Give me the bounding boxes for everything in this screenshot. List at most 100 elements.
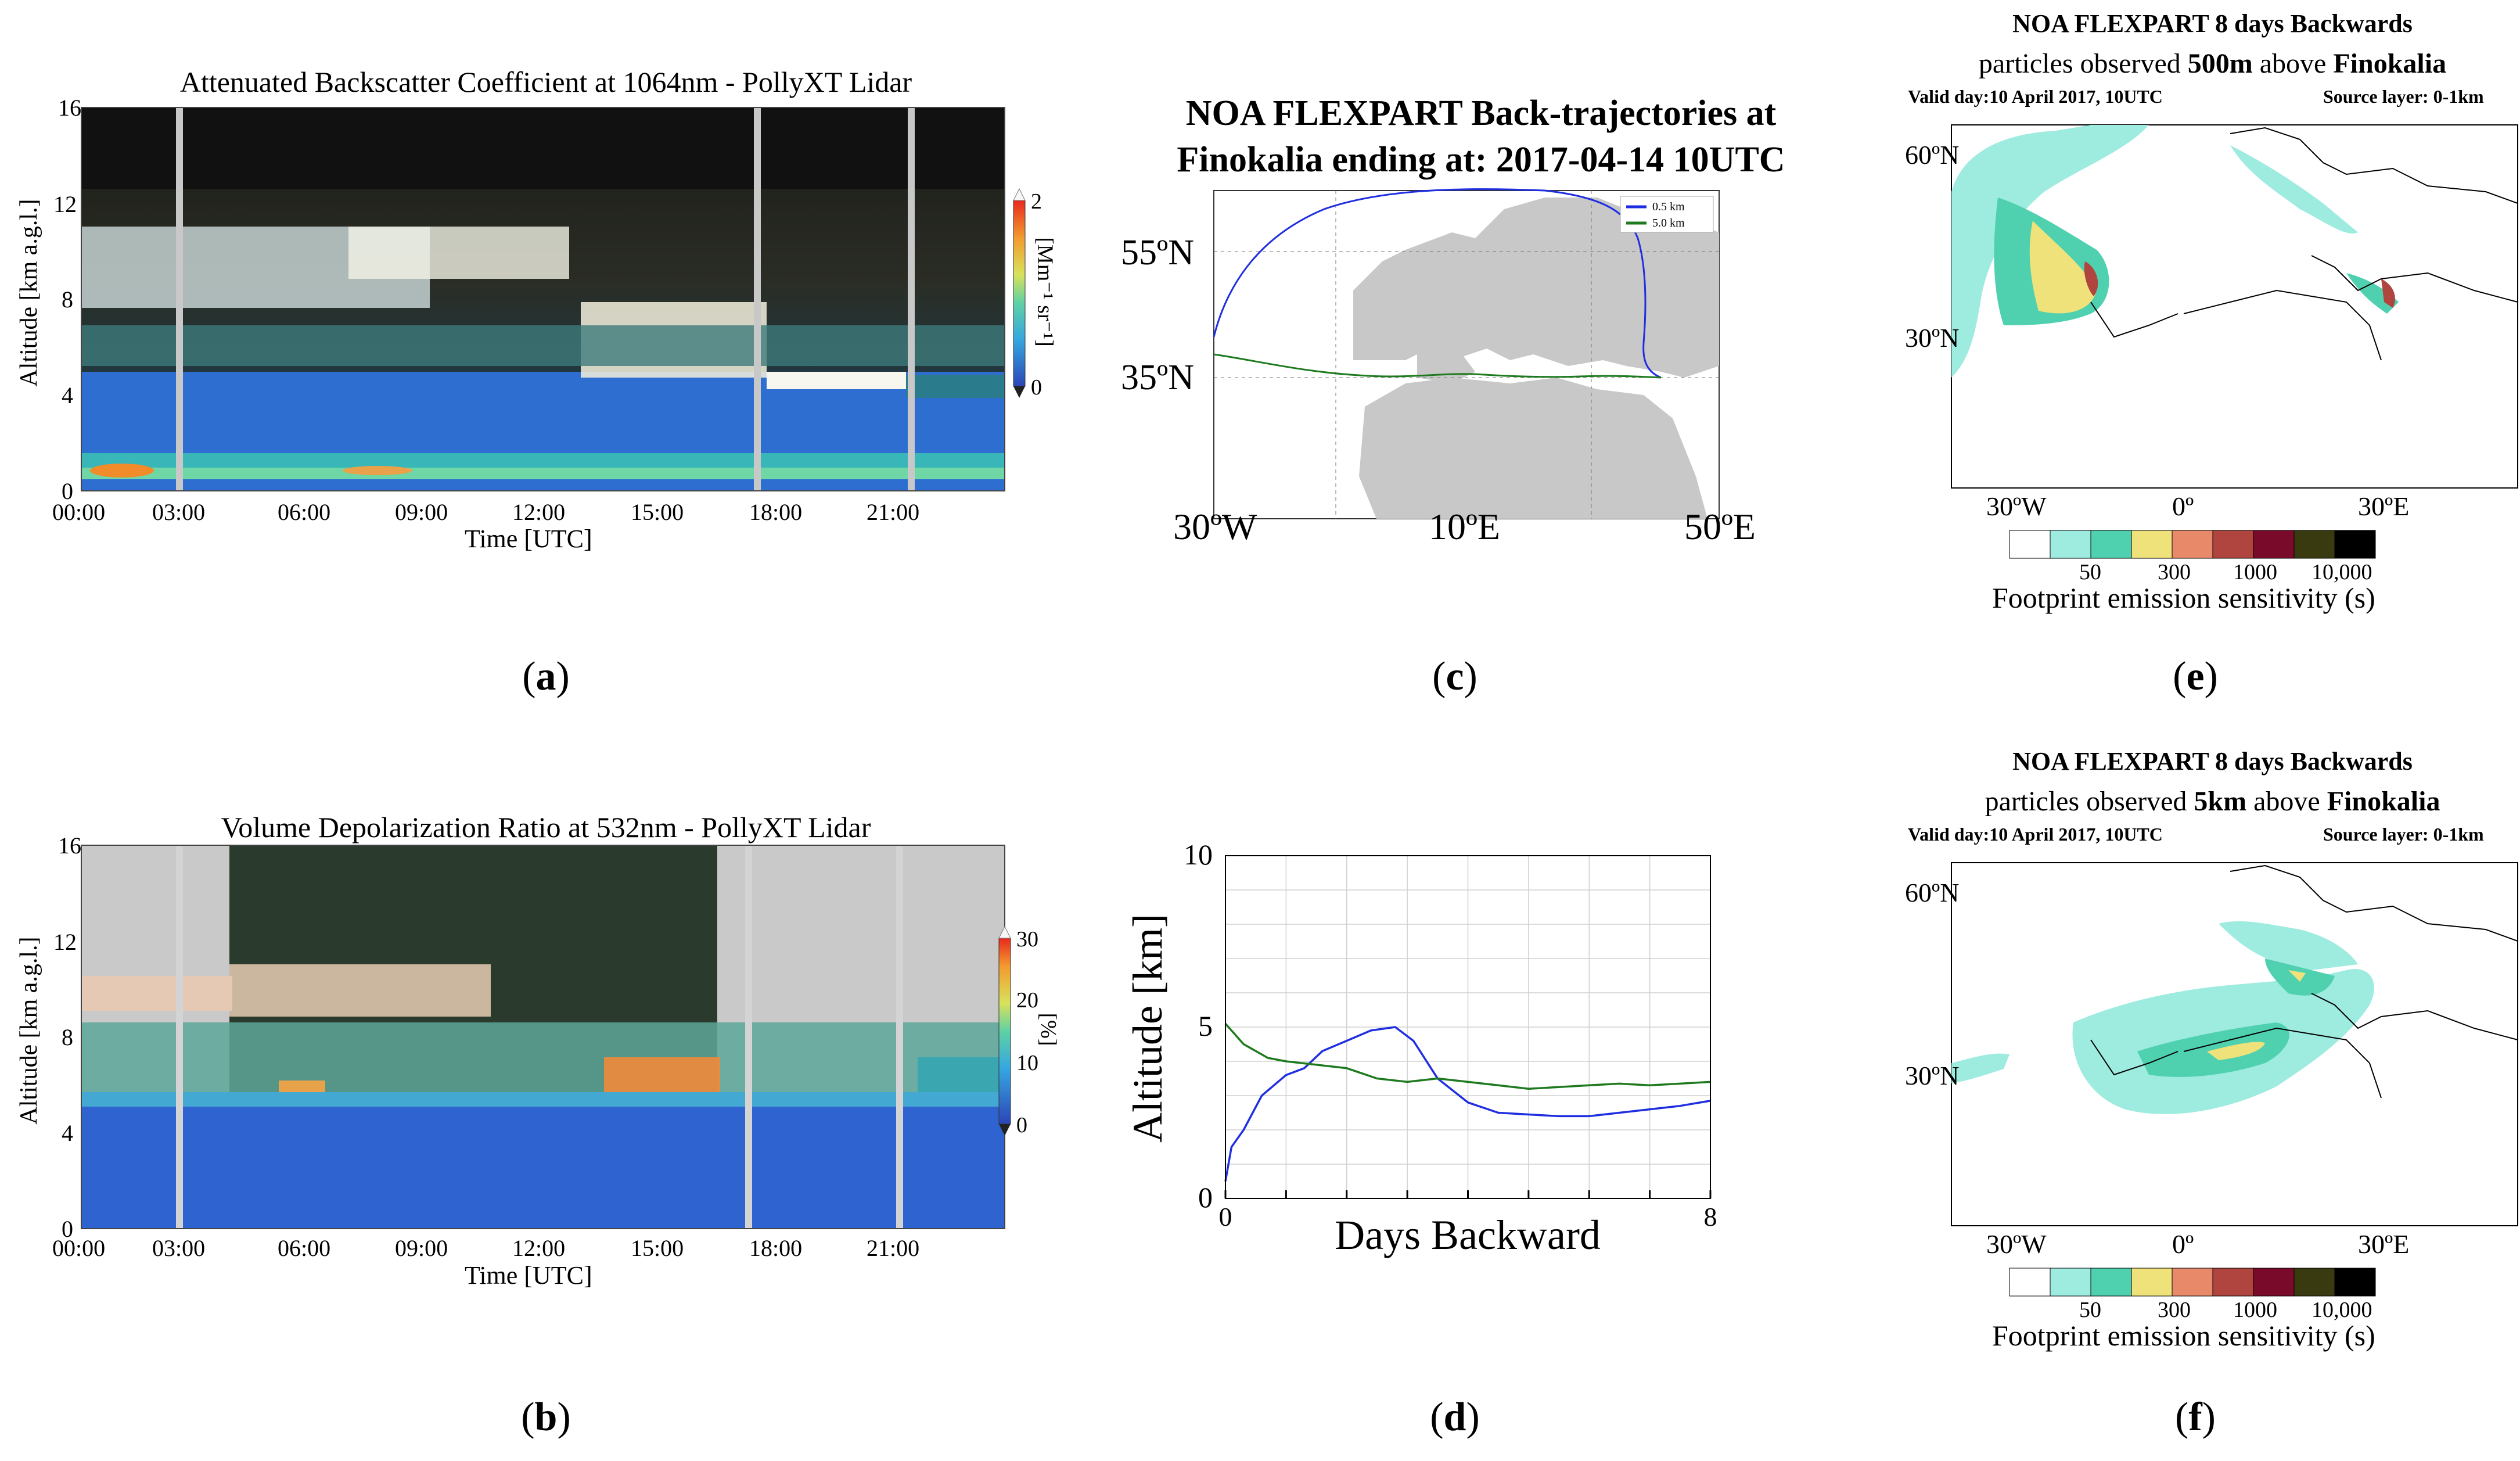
series-line-5.0km bbox=[1224, 1022, 1711, 1090]
scale-bin bbox=[2009, 1268, 2051, 1297]
panel-f: NOA FLEXPART 8 days Backwards particles … bbox=[1905, 738, 2520, 1377]
lat-label: 55ºN bbox=[1121, 233, 1194, 272]
colorbar-b bbox=[998, 938, 1011, 1125]
chart-frame bbox=[1225, 855, 1711, 1199]
scale-bin bbox=[2293, 530, 2335, 559]
x-tick: 09:00 bbox=[395, 499, 448, 525]
chart-ytick-label: 5 bbox=[1198, 1010, 1213, 1042]
footprint-scale-f bbox=[2009, 1268, 2376, 1297]
panel-label-e: (e) bbox=[2173, 654, 2218, 699]
footprint-scale-e bbox=[2009, 530, 2376, 559]
scale-tick: 1000 bbox=[2233, 560, 2277, 584]
lon-label: 30ºW bbox=[1986, 491, 2047, 521]
lon-label: 30ºW bbox=[1986, 1229, 2047, 1259]
x-tick: 15:00 bbox=[631, 1235, 684, 1261]
scale-bin bbox=[2334, 530, 2376, 559]
y-axis-label: Altitude [km a.g.l.] bbox=[16, 936, 42, 1125]
scale-tick: 50 bbox=[2079, 1298, 2101, 1322]
colorbar-label: [Mm⁻¹ sr⁻¹] bbox=[1033, 237, 1058, 347]
scale-tick: 10,000 bbox=[2312, 560, 2372, 584]
lon-label: 30ºE bbox=[2358, 491, 2410, 521]
x-tick: 21:00 bbox=[867, 499, 920, 525]
legend-label: 5.0 km bbox=[1652, 217, 1685, 229]
gap-bar bbox=[176, 845, 183, 1229]
chart-ytick-label: 10 bbox=[1184, 838, 1213, 871]
colorbar-tick: 10 bbox=[1016, 1051, 1038, 1075]
land-scandinavia bbox=[1545, 198, 1586, 261]
x-tick: 18:00 bbox=[749, 1235, 803, 1261]
chart-ylabel: Altitude [km] bbox=[1124, 914, 1171, 1143]
scale-title: Footprint emission sensitivity (s) bbox=[1992, 1319, 2375, 1352]
colorbar-tick: 20 bbox=[1016, 988, 1038, 1013]
footprint-map-f bbox=[1951, 862, 2518, 1226]
lon-label: 30ºE bbox=[2358, 1229, 2410, 1259]
series-line-0.5km bbox=[1224, 1026, 1711, 1182]
panel-c-title-2: Finokalia ending at: 2017-04-14 10UTC bbox=[1177, 140, 1785, 180]
lat-label: 30ºN bbox=[1905, 1061, 1960, 1090]
colorbar-label: [%] bbox=[1036, 1013, 1061, 1046]
scale-bin bbox=[2090, 530, 2132, 559]
panel-e-title-2: particles observed 500m above Finokalia bbox=[1978, 48, 2447, 79]
chart-ytick-label: 0 bbox=[1198, 1181, 1213, 1214]
x-tick: 06:00 bbox=[278, 1235, 331, 1261]
scale-bin bbox=[2009, 530, 2051, 559]
panel-e: NOA FLEXPART 8 days Backwards particles … bbox=[1905, 0, 2520, 639]
x-tick: 21:00 bbox=[867, 1235, 920, 1261]
lon-label: 10ºE bbox=[1429, 506, 1500, 547]
y-tick: 8 bbox=[62, 286, 73, 313]
panel-label-c: (c) bbox=[1432, 654, 1478, 699]
lat-label: 60ºN bbox=[1905, 878, 1960, 907]
colorbar-tick: 30 bbox=[1016, 927, 1038, 952]
lon-label: 0º bbox=[2172, 1229, 2194, 1259]
panel-label-b: (b) bbox=[521, 1395, 571, 1440]
x-tick: 03:00 bbox=[152, 1235, 206, 1261]
y-tick: 16 bbox=[58, 832, 81, 859]
trajectory-5km bbox=[1213, 353, 1662, 379]
panel-a-title: Attenuated Backscatter Coefficient at 10… bbox=[179, 66, 912, 98]
lat-label: 60ºN bbox=[1905, 140, 1960, 170]
chart-xtick-label: 0 bbox=[1219, 1202, 1232, 1232]
scale-bin bbox=[2131, 1268, 2173, 1297]
y-tick: 12 bbox=[53, 191, 77, 217]
legend-label: 0.5 km bbox=[1652, 200, 1685, 213]
x-tick: 15:00 bbox=[631, 499, 684, 525]
panel-f-title-2: particles observed 5km above Finokalia bbox=[1985, 786, 2440, 817]
lon-label: 50ºE bbox=[1684, 506, 1756, 547]
panel-c-title-1: NOA FLEXPART Back-trajectories at bbox=[1185, 94, 1777, 133]
y-tick: 8 bbox=[62, 1024, 73, 1050]
gap-bar bbox=[754, 107, 761, 491]
panel-e-title-1: NOA FLEXPART 8 days Backwards bbox=[2012, 9, 2413, 38]
scale-bin bbox=[2090, 1268, 2132, 1297]
scale-title: Footprint emission sensitivity (s) bbox=[1992, 581, 2375, 614]
y-tick: 4 bbox=[62, 382, 73, 408]
x-axis-label: Time [UTC] bbox=[465, 525, 592, 553]
panel-b: Volume Depolarization Ratio at 532nm - P… bbox=[0, 802, 1061, 1383]
scale-bin bbox=[2253, 530, 2295, 559]
scale-tick: 300 bbox=[2158, 560, 2191, 584]
gap-bar bbox=[176, 107, 183, 491]
panel-label-f: (f) bbox=[2175, 1395, 2216, 1440]
x-tick: 18:00 bbox=[749, 499, 803, 525]
x-tick: 03:00 bbox=[152, 499, 206, 525]
panel-a: Attenuated Backscatter Coefficient at 10… bbox=[0, 0, 1058, 581]
scale-bin bbox=[2131, 530, 2173, 559]
x-axis-label: Time [UTC] bbox=[465, 1261, 592, 1290]
legend-box bbox=[1620, 196, 1714, 233]
panel-d: Days Backward Altitude [km] 0 8 0 5 10 bbox=[1103, 802, 1858, 1324]
scale-bin bbox=[2334, 1268, 2376, 1297]
scale-tick: 300 bbox=[2158, 1298, 2191, 1322]
land-africa bbox=[1359, 378, 1707, 519]
y-tick: 0 bbox=[62, 478, 73, 504]
altitude-chart: Days Backward Altitude [km] 0 8 0 5 10 bbox=[1124, 838, 1717, 1258]
panel-label-d: (d) bbox=[1430, 1395, 1480, 1440]
lon-label: 30ºW bbox=[1173, 506, 1257, 547]
panel-e-subtitle-left: Valid day:10 April 2017, 10UTC bbox=[1908, 86, 2163, 107]
scale-tick: 10,000 bbox=[2312, 1298, 2372, 1322]
panel-c: NOA FLEXPART Back-trajectories at Finoka… bbox=[1103, 0, 1858, 581]
chart-xlabel: Days Backward bbox=[1335, 1212, 1601, 1258]
scale-tick: 50 bbox=[2079, 560, 2101, 584]
land-europe bbox=[1353, 198, 1719, 378]
y-tick: 16 bbox=[58, 95, 81, 121]
backscatter-plot bbox=[81, 107, 1026, 491]
colorbar-tick: 0 bbox=[1016, 1113, 1027, 1137]
